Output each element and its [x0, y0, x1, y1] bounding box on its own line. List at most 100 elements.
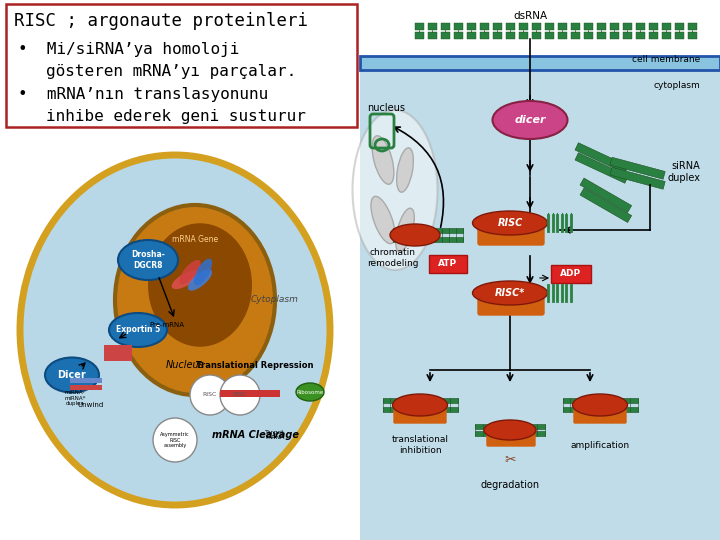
Bar: [454, 32, 463, 39]
Ellipse shape: [372, 136, 394, 184]
FancyBboxPatch shape: [478, 227, 544, 245]
FancyBboxPatch shape: [487, 432, 535, 446]
Ellipse shape: [472, 211, 547, 235]
Bar: [675, 23, 684, 30]
Text: translational
inhibition: translational inhibition: [392, 435, 449, 455]
Text: dicer: dicer: [514, 115, 546, 125]
Text: RISC: RISC: [203, 393, 217, 397]
Text: Pre-mRNA: Pre-mRNA: [150, 322, 184, 328]
Bar: [475, 424, 545, 429]
Bar: [480, 32, 489, 39]
Ellipse shape: [492, 101, 567, 139]
Bar: [575, 143, 629, 173]
FancyBboxPatch shape: [429, 255, 467, 273]
Text: miRNA-
miRNA*
duplex: miRNA- miRNA* duplex: [64, 390, 86, 406]
Text: mRNA Gene: mRNA Gene: [172, 235, 218, 245]
FancyBboxPatch shape: [478, 297, 544, 315]
Text: •  mRNA’nın translasyonunu: • mRNA’nın translasyonunu: [18, 87, 268, 102]
Bar: [532, 32, 541, 39]
Text: Exportin 5: Exportin 5: [116, 326, 160, 334]
Bar: [0, 0, 360, 540]
Bar: [575, 153, 629, 183]
Text: Target
mRNA: Target mRNA: [265, 430, 285, 441]
FancyBboxPatch shape: [6, 4, 357, 127]
Ellipse shape: [45, 357, 99, 393]
Text: RISC ; argonaute proteinleri: RISC ; argonaute proteinleri: [14, 12, 307, 30]
Text: inhibe ederek geni susturur: inhibe ederek geni susturur: [46, 109, 305, 124]
Ellipse shape: [371, 197, 395, 244]
Bar: [610, 23, 619, 30]
FancyBboxPatch shape: [360, 56, 720, 70]
Text: Asymmetric
RISC
assembly: Asymmetric RISC assembly: [160, 431, 190, 448]
Bar: [467, 23, 476, 30]
Bar: [610, 157, 665, 179]
Bar: [382, 398, 457, 403]
Bar: [104, 351, 132, 356]
Text: cytoplasm: cytoplasm: [653, 80, 700, 90]
Text: Cytoplasm: Cytoplasm: [251, 295, 299, 305]
Bar: [584, 32, 593, 39]
Bar: [104, 356, 132, 361]
Text: amplification: amplification: [570, 441, 629, 449]
Bar: [545, 23, 554, 30]
Text: ✂: ✂: [504, 453, 516, 467]
Ellipse shape: [109, 313, 167, 347]
FancyBboxPatch shape: [551, 265, 591, 283]
Bar: [580, 188, 631, 222]
Bar: [675, 32, 684, 39]
Ellipse shape: [118, 240, 178, 280]
Bar: [571, 23, 580, 30]
Bar: [428, 23, 437, 30]
Ellipse shape: [179, 260, 201, 284]
Ellipse shape: [397, 148, 413, 192]
Text: •  Mi/siRNA’ya homoloji: • Mi/siRNA’ya homoloji: [18, 42, 239, 57]
Bar: [571, 32, 580, 39]
Bar: [597, 23, 606, 30]
Bar: [475, 431, 545, 436]
Bar: [382, 407, 457, 412]
Bar: [480, 23, 489, 30]
Text: RISC*: RISC*: [495, 288, 525, 298]
Bar: [558, 23, 567, 30]
Ellipse shape: [171, 271, 198, 289]
Ellipse shape: [188, 269, 212, 291]
Bar: [610, 32, 619, 39]
Ellipse shape: [392, 394, 448, 416]
Ellipse shape: [20, 155, 330, 505]
Text: Dicer: Dicer: [58, 370, 86, 380]
Bar: [360, 0, 720, 540]
Text: degradation: degradation: [480, 480, 539, 490]
Bar: [636, 32, 645, 39]
Text: dsRNA: dsRNA: [513, 11, 547, 21]
Ellipse shape: [296, 383, 324, 401]
Bar: [441, 23, 450, 30]
Bar: [493, 32, 502, 39]
Bar: [454, 23, 463, 30]
Bar: [580, 178, 631, 213]
Ellipse shape: [472, 281, 547, 305]
Bar: [662, 32, 671, 39]
Bar: [519, 32, 528, 39]
Bar: [506, 32, 515, 39]
Bar: [649, 23, 658, 30]
Bar: [662, 23, 671, 30]
Bar: [545, 32, 554, 39]
Text: Ribosome: Ribosome: [297, 389, 323, 395]
Bar: [636, 23, 645, 30]
Bar: [558, 32, 567, 39]
Text: nucleus: nucleus: [367, 103, 405, 113]
Text: Nucleus: Nucleus: [166, 360, 204, 370]
Ellipse shape: [390, 224, 440, 246]
Bar: [562, 407, 637, 412]
Bar: [688, 32, 697, 39]
Text: siRNA
duplex: siRNA duplex: [667, 161, 700, 183]
Text: gösteren mRNA’yı parçalar.: gösteren mRNA’yı parçalar.: [46, 64, 296, 79]
Bar: [506, 23, 515, 30]
Bar: [104, 345, 132, 350]
Bar: [415, 32, 424, 39]
Bar: [562, 398, 637, 403]
Bar: [393, 237, 463, 242]
Bar: [220, 390, 280, 397]
Bar: [360, 0, 720, 60]
Bar: [623, 32, 632, 39]
